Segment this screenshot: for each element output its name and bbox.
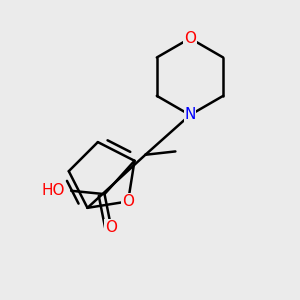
- Text: O: O: [184, 31, 196, 46]
- Text: O: O: [122, 194, 134, 209]
- Text: N: N: [184, 107, 196, 122]
- Text: HO: HO: [41, 183, 64, 198]
- Text: O: O: [105, 220, 117, 235]
